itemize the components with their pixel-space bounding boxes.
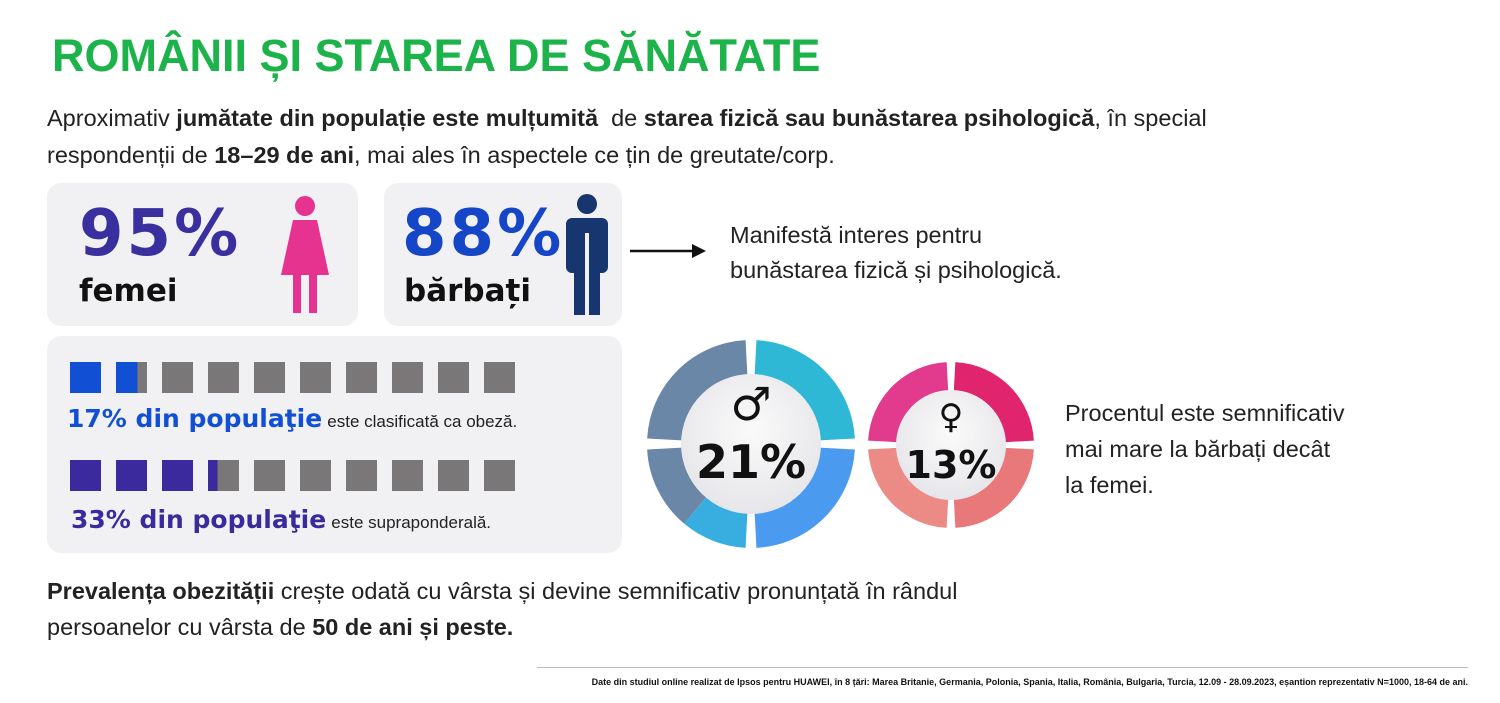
footnote: Date din studiul online realizat de Ipso… xyxy=(591,677,1468,687)
prevalence-text: crește odată cu vârsta și devine semnifi… xyxy=(47,578,958,640)
female-percent: 13% xyxy=(906,443,997,487)
women-label: femei xyxy=(79,273,178,309)
obesity-percent: 17% din populaţie xyxy=(67,404,323,433)
population-square xyxy=(116,362,147,393)
donut-segment xyxy=(953,362,1034,443)
donut-segment xyxy=(647,340,748,441)
interest-text: Manifestă interes pentru bunăstarea fizi… xyxy=(730,218,1062,288)
prevalence-bold: 50 de ani și peste. xyxy=(312,614,514,640)
obesity-rest: este clasificată ca obeză. xyxy=(327,412,518,431)
page-title: ROMÂNII ȘI STAREA DE SĂNĂTATE xyxy=(52,30,821,81)
arrow-right-icon xyxy=(630,244,706,258)
population-square xyxy=(162,362,193,393)
population-square xyxy=(116,460,147,491)
obesity-text: 17% din populaţie este clasificată ca ob… xyxy=(67,404,517,433)
donut-segment xyxy=(868,362,949,443)
comparison-line: la femei. xyxy=(1065,472,1154,498)
population-square xyxy=(392,362,423,393)
population-square xyxy=(162,460,193,491)
comparison-text: Procentul este semnificativ mai mare la … xyxy=(1065,395,1345,503)
population-square xyxy=(70,362,101,393)
population-square xyxy=(254,460,285,491)
donut-segment xyxy=(754,340,855,441)
footnote-divider xyxy=(537,667,1468,668)
population-square xyxy=(346,362,377,393)
population-square xyxy=(438,460,469,491)
donut-segment xyxy=(754,447,855,548)
donut-segment xyxy=(647,447,712,524)
female-donut: ♀ 13% xyxy=(868,362,1034,528)
overweight-rest: este supraponderală. xyxy=(331,513,492,532)
donut-segment xyxy=(953,447,1034,528)
population-square xyxy=(484,460,515,491)
population-square xyxy=(484,362,515,393)
intro-bold: jumătate din populație este mulțumită xyxy=(176,105,599,131)
population-square xyxy=(438,362,469,393)
population-square xyxy=(346,460,377,491)
male-percent: 21% xyxy=(696,435,806,489)
interest-line: Manifestă interes pentru xyxy=(730,222,983,248)
intro-bold: starea fizică sau bunăstarea psihologică xyxy=(643,105,1095,131)
men-percent: 88% xyxy=(402,197,565,271)
overweight-text: 33% din populaţie este supraponderală. xyxy=(71,505,491,534)
male-figure-icon xyxy=(566,194,608,315)
population-square xyxy=(208,362,239,393)
weight-card: 17% din populaţie este clasificată ca ob… xyxy=(47,336,622,553)
women-card: 95% femei xyxy=(47,183,358,326)
intro-text: , în special respondenții de xyxy=(47,105,1207,168)
female-symbol-icon: ♀ xyxy=(939,397,964,437)
prevalence-bold: Prevalența obezității xyxy=(47,578,275,604)
population-square xyxy=(300,362,331,393)
male-symbol-icon: ♂ xyxy=(730,377,771,431)
overweight-percent: 33% din populaţie xyxy=(71,505,327,534)
male-donut: ♂ 21% xyxy=(647,340,855,548)
intro-bold: 18–29 de ani xyxy=(214,142,355,168)
female-figure-icon xyxy=(281,196,329,313)
population-square xyxy=(392,460,423,491)
donut-segment xyxy=(868,447,949,528)
intro-text: , mai ales în aspectele ce țin de greuta… xyxy=(354,142,835,168)
intro-text: Aproximativ xyxy=(47,105,177,131)
men-label: bărbați xyxy=(404,273,531,309)
comparison-line: mai mare la bărbați decât xyxy=(1065,436,1331,462)
population-square xyxy=(208,460,239,491)
prevalence-paragraph: Prevalența obezității crește odată cu vâ… xyxy=(47,573,1077,645)
intro-text: de xyxy=(598,105,644,131)
population-square xyxy=(254,362,285,393)
interest-line: bunăstarea fizică și psihologică. xyxy=(730,257,1062,283)
population-square xyxy=(70,460,101,491)
men-card: 88% bărbați xyxy=(384,183,622,326)
population-square xyxy=(300,460,331,491)
intro-paragraph: Aproximativ jumătate din populație este … xyxy=(47,100,1337,174)
women-percent: 95% xyxy=(79,197,242,271)
comparison-line: Procentul este semnificativ xyxy=(1065,400,1345,426)
